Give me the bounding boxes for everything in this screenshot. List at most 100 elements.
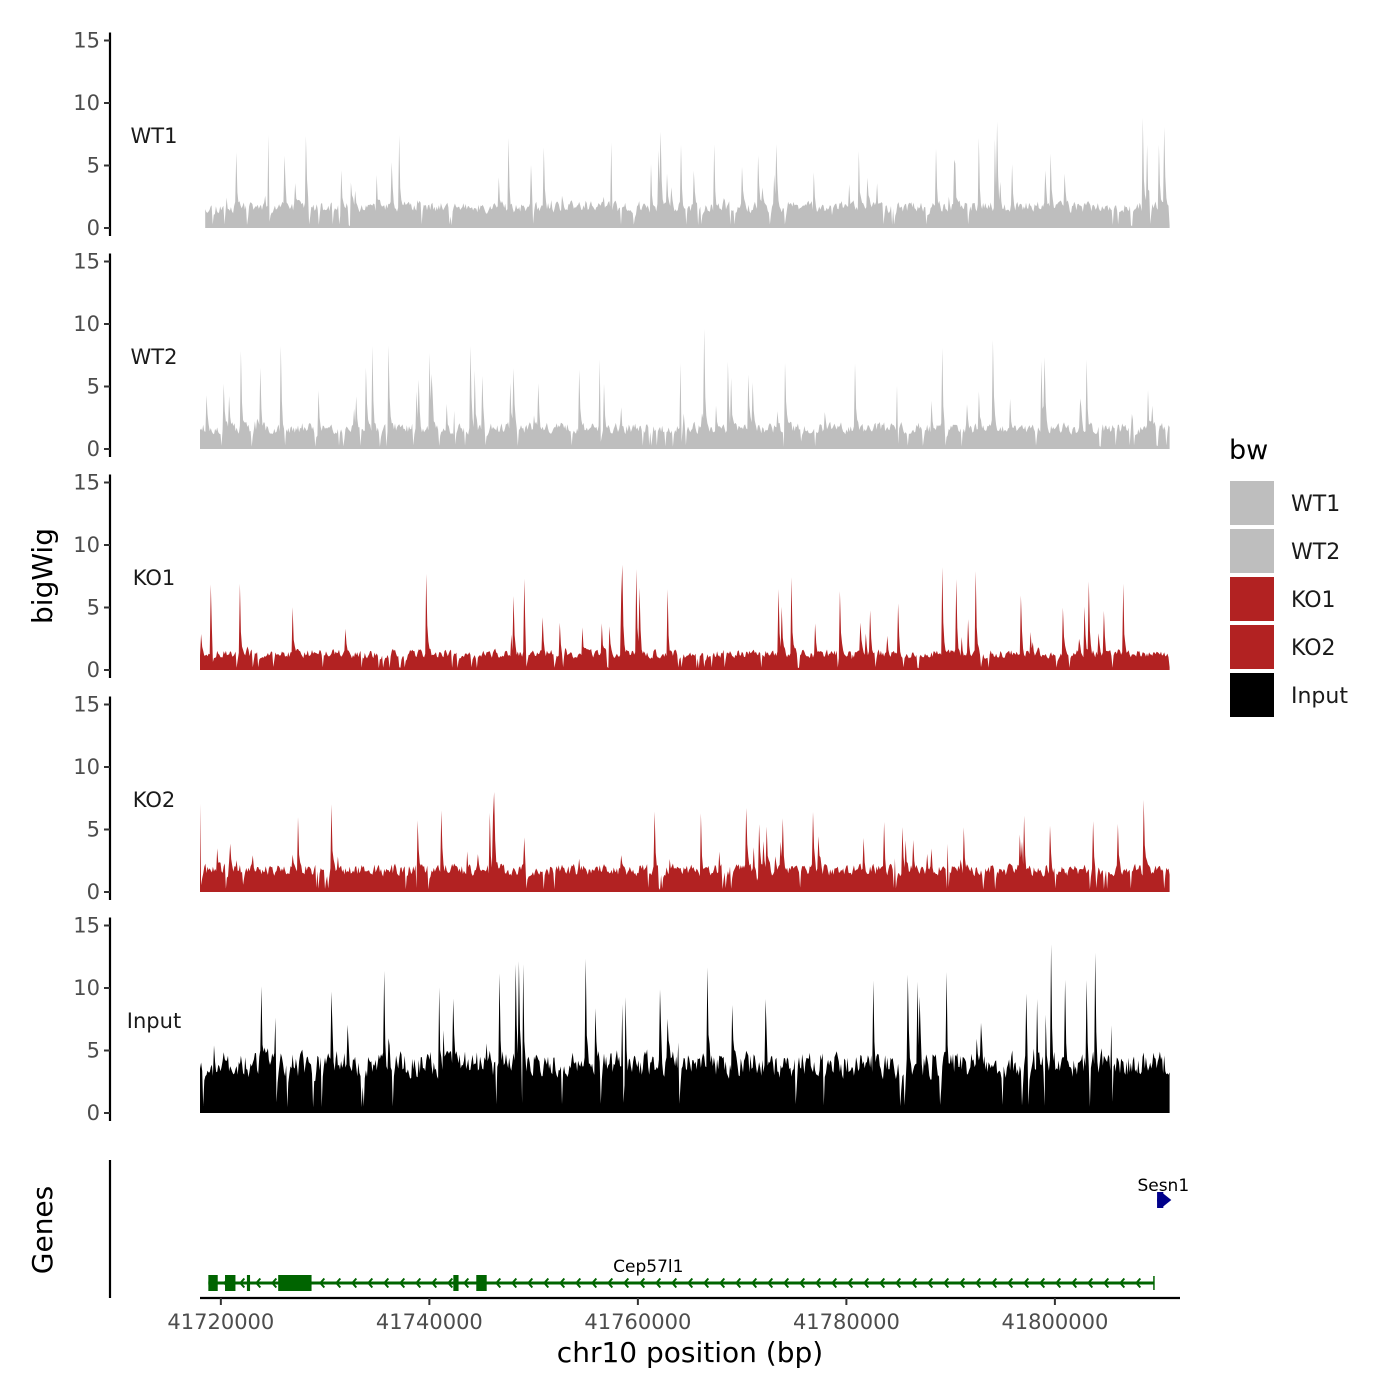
track-ko1: 0 5 10 15 KO1 (73, 471, 1170, 682)
gene-label: Cep57l1 (613, 1257, 683, 1277)
strand-arrow (911, 1277, 918, 1289)
y-tick-label: 5 (87, 375, 100, 399)
track-wt1: 0 5 10 15 WT1 (73, 29, 1170, 240)
strand-arrow (671, 1277, 678, 1289)
strand-arrow (735, 1277, 742, 1289)
strand-arrow (767, 1277, 774, 1289)
y-tick-label: 5 (87, 1039, 100, 1063)
strand-arrow (831, 1277, 838, 1289)
strand-arrow (351, 1277, 358, 1289)
signal-area-ko2 (200, 792, 1170, 892)
strand-arrow (1039, 1277, 1046, 1289)
strand-arrow (399, 1277, 406, 1289)
gene-track: Cep57l1 Sesn1 (108, 1160, 1189, 1298)
strand-arrow (1055, 1277, 1062, 1289)
strand-arrow (703, 1277, 710, 1289)
exon (278, 1275, 312, 1291)
strand-arrow (431, 1277, 438, 1289)
strand-arrow (687, 1277, 694, 1289)
strand-arrow (511, 1277, 518, 1289)
y-tick-label: 15 (73, 250, 100, 274)
y-tick-label: 15 (73, 29, 100, 53)
strand-arrow (847, 1277, 854, 1289)
strand-arrow (415, 1277, 422, 1289)
gene-cep57l1: Cep57l1 (208, 1257, 1155, 1291)
strand-arrow (495, 1277, 502, 1289)
strand-arrow (1161, 1192, 1172, 1208)
x-tick-label: 41760000 (584, 1310, 691, 1334)
exon (246, 1275, 251, 1291)
y-tick-label: 0 (87, 437, 100, 461)
y-tick-label: 0 (87, 216, 100, 240)
legend-label: WT2 (1291, 540, 1340, 565)
strand-arrow (607, 1277, 614, 1289)
strand-arrow (655, 1277, 662, 1289)
track-label: WT1 (131, 124, 178, 148)
strand-arrow (895, 1277, 902, 1289)
exon (476, 1275, 487, 1291)
gene-label: Sesn1 (1137, 1176, 1189, 1196)
y-tick-label: 5 (87, 154, 100, 178)
strand-arrow (559, 1277, 566, 1289)
strand-arrow (591, 1277, 598, 1289)
legend-key-wt2 (1228, 527, 1276, 575)
y-tick-label: 15 (73, 471, 100, 495)
exon (453, 1275, 459, 1291)
x-tick-label: 41780000 (793, 1310, 900, 1334)
signal-area-wt2 (200, 328, 1170, 449)
genes-axis-title: Genes (26, 1186, 59, 1274)
strand-arrow (335, 1277, 342, 1289)
y-tick-label: 15 (73, 914, 100, 938)
exon (208, 1275, 218, 1291)
y-tick-label: 15 (73, 693, 100, 717)
strand-arrow (271, 1277, 278, 1289)
track-label: KO2 (133, 788, 176, 812)
legend-label: WT1 (1291, 492, 1340, 517)
strand-arrow (863, 1277, 870, 1289)
legend-key-wt1 (1228, 479, 1276, 527)
x-tick-label: 41740000 (376, 1310, 483, 1334)
exon (1157, 1192, 1164, 1208)
strand-arrow (943, 1277, 950, 1289)
strand-arrow (447, 1277, 454, 1289)
strand-arrow (719, 1277, 726, 1289)
signal-area-input (200, 944, 1170, 1113)
legend-label: Input (1291, 684, 1348, 709)
strand-arrow (239, 1277, 246, 1289)
strand-arrow (1007, 1277, 1014, 1289)
y-tick-label: 5 (87, 596, 100, 620)
exon (225, 1275, 236, 1291)
track-input: 0 5 10 15 Input (73, 914, 1170, 1125)
strand-arrow (367, 1277, 374, 1289)
y-tick-label: 10 (73, 976, 100, 1000)
x-tick-label: 41800000 (1001, 1310, 1108, 1334)
strand-arrow (1119, 1277, 1126, 1289)
strand-arrow (799, 1277, 806, 1289)
legend: bw WT1 WT2 KO1 KO2 Input (1228, 435, 1348, 719)
signal-area-ko1 (200, 564, 1170, 670)
x-axis-title: chr10 position (bp) (557, 1336, 823, 1369)
strand-arrow (975, 1277, 982, 1289)
signal-area-wt1 (205, 118, 1170, 228)
strand-arrow (319, 1277, 326, 1289)
strand-arrow (959, 1277, 966, 1289)
strand-arrow (383, 1277, 390, 1289)
strand-arrow (623, 1277, 630, 1289)
track-label: WT2 (131, 345, 178, 369)
y-tick-label: 10 (73, 312, 100, 336)
legend-label: KO2 (1291, 636, 1336, 661)
legend-key-ko1 (1228, 575, 1276, 623)
strand-arrow (751, 1277, 758, 1289)
y-tick-label: 5 (87, 818, 100, 842)
strand-arrow (527, 1277, 534, 1289)
track-label: KO1 (133, 566, 176, 590)
gene-sesn1: Sesn1 (1137, 1176, 1189, 1208)
strand-arrow (463, 1277, 470, 1289)
legend-key-ko2 (1228, 623, 1276, 671)
strand-arrow (543, 1277, 550, 1289)
strand-arrow (927, 1277, 934, 1289)
strand-arrow (1071, 1277, 1078, 1289)
track-wt2: 0 5 10 15 WT2 (73, 250, 1170, 461)
legend-title: bw (1229, 435, 1268, 466)
